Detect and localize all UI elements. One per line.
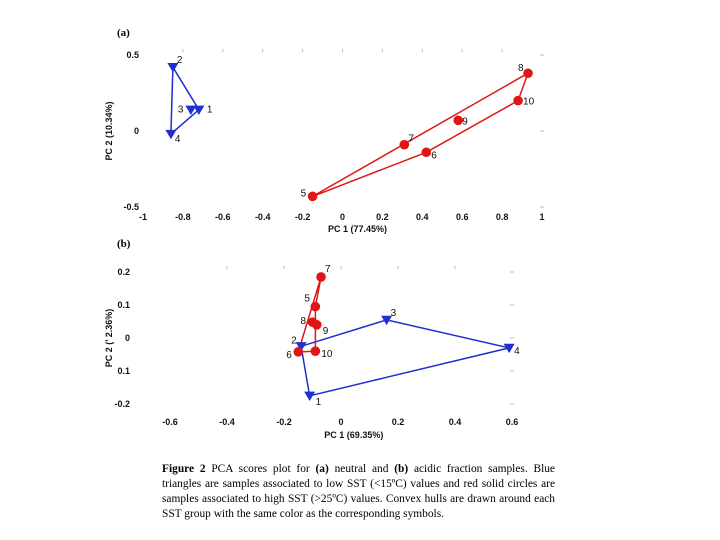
panel-b-point-label: 1	[316, 397, 322, 408]
panel-b-point-label: 5	[304, 294, 310, 305]
panel-a-point-label: 8	[518, 63, 524, 74]
panel-a-point-7-circle	[399, 139, 410, 150]
panel-a-xtick-label: 0.6	[456, 212, 469, 222]
panel-a-point-9-circle	[453, 115, 464, 126]
panel-a-point-5-circle	[307, 191, 318, 202]
panel-b-point-label: 4	[514, 346, 520, 357]
panel-b-xtick-label: -0.6	[162, 417, 178, 427]
panel-a-xtick-label: 0.8	[496, 212, 509, 222]
panel-b-point-10-circle	[310, 346, 321, 357]
panel-a-point-label: 2	[177, 55, 183, 66]
panel-b-point-1-triangle	[304, 391, 316, 401]
panel-b-ytick-label: -0.2	[114, 399, 130, 409]
panel-a-xtick-label: -1	[139, 212, 147, 222]
caption-text-2: neutral and	[328, 463, 395, 475]
panel-b-point-2-triangle	[295, 342, 307, 352]
panel-a-xtick-label: -0.8	[175, 212, 191, 222]
panel-b-label: (b)	[117, 238, 131, 250]
caption-text-3: acidic fraction samples. Blue triangles …	[162, 463, 555, 520]
panel-a-point-8-circle	[523, 68, 533, 79]
panel-b-x-axis-title: PC 1 (69.35%)	[324, 430, 383, 440]
panel-a-point-label: 5	[301, 188, 307, 199]
figure-caption: Figure 2 PCA scores plot for (a) neutral…	[162, 462, 555, 522]
panel-b-ytick-label: 0.2	[117, 267, 130, 277]
panel-a-point-label: 9	[462, 116, 468, 127]
panel-a-xtick-label: -0.2	[295, 212, 311, 222]
panel-a-point-6-circle	[421, 147, 432, 158]
panel-a-ytick-label: 0	[134, 126, 139, 136]
panel-b-point-label: 2	[291, 335, 297, 346]
panel-b-point-label: 7	[325, 264, 331, 275]
panel-a-ytick-label: -0.5	[123, 202, 139, 212]
panel-a-point-10-circle	[513, 95, 523, 106]
panel-b-point-label: 3	[391, 308, 397, 319]
panel-b-ytick-label: 0.1	[117, 366, 130, 376]
panel-a-xtick-label: -0.6	[215, 212, 231, 222]
panel-a-xtick-label: -0.4	[255, 212, 271, 222]
panel-b-point-label: 9	[323, 326, 329, 337]
panel-b-point-label: 10	[321, 349, 333, 360]
panel-a-xtick-label: 0.2	[376, 212, 389, 222]
panel-b-ytick-label: 0	[125, 333, 130, 343]
panel-b-ytick-label: 0.1	[117, 300, 130, 310]
panel-b-point-label: 6	[286, 350, 292, 361]
panel-b-xtick-label: 0	[338, 417, 343, 427]
panel-a-hull-low-sst	[170, 64, 200, 136]
panel-a-point-4-triangle	[165, 129, 177, 140]
panel-a-xtick-label: 1	[539, 212, 544, 222]
panel-a-hull-high-sst	[312, 71, 530, 198]
panel-a-ytick-label: 0.5	[126, 50, 139, 60]
panel-b-point-label: 8	[301, 316, 307, 327]
panel-b-point-6-circle	[293, 347, 304, 357]
caption-panel-b: (b)	[394, 463, 409, 475]
caption-panel-a: (a)	[315, 463, 329, 475]
panel-b-xtick-label: 0.2	[392, 417, 405, 427]
panel-a-label: (a)	[117, 27, 130, 39]
panel-a-point-label: 10	[523, 97, 535, 108]
panel-b-xtick-label: 0.6	[506, 417, 519, 427]
panel-b-xtick-label: 0.4	[449, 417, 462, 427]
panel-b-point-5-circle	[310, 301, 321, 312]
panel-a-point-label: 7	[408, 134, 414, 145]
panel-b-point-4-triangle	[503, 343, 515, 354]
panel-b-point-7-circle	[316, 272, 326, 282]
panel-b-xtick-label: -0.4	[219, 417, 235, 427]
panel-a-xtick-label: 0.4	[416, 212, 429, 222]
panel-a-x-axis-title: PC 1 (77.45%)	[328, 224, 387, 234]
panel-a-point-label: 1	[207, 105, 213, 116]
panel-a-point-1-triangle	[193, 105, 205, 115]
panel-b-xtick-label: -0.2	[276, 417, 292, 427]
panel-a-point-label: 4	[175, 134, 181, 145]
panel-a-point-2-triangle	[167, 63, 179, 73]
panel-a-xtick-label: 0	[340, 212, 345, 222]
panel-b-y-axis-title: PC 2 (’ 2.36%)	[104, 309, 114, 368]
panel-a-point-label: 6	[431, 150, 437, 161]
panel-a-point-label: 3	[178, 105, 184, 116]
panel-a-y-axis-title: PC 2 (10.34%)	[104, 101, 114, 160]
panel-b-point-3-triangle	[381, 315, 393, 326]
caption-text-1: PCA scores plot for	[205, 463, 316, 475]
caption-label: Figure 2	[162, 463, 206, 475]
panel-b-point-9-circle	[311, 320, 322, 330]
panel-a-point-3-triangle	[185, 105, 197, 115]
